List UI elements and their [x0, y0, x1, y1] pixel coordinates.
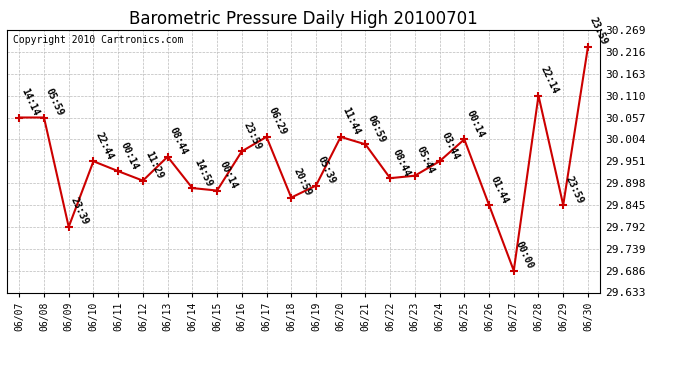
Text: 23:39: 23:39 — [69, 196, 90, 227]
Text: 03:44: 03:44 — [440, 130, 461, 161]
Text: 00:14: 00:14 — [217, 160, 239, 190]
Text: 22:14: 22:14 — [538, 65, 560, 96]
Text: 08:44: 08:44 — [390, 147, 412, 178]
Text: 20:59: 20:59 — [291, 167, 313, 198]
Text: 11:44: 11:44 — [341, 106, 362, 137]
Text: 14:14: 14:14 — [19, 87, 41, 117]
Text: 05:44: 05:44 — [415, 145, 436, 176]
Text: 08:44: 08:44 — [168, 126, 189, 157]
Text: 23:59: 23:59 — [563, 174, 584, 205]
Text: 01:44: 01:44 — [489, 174, 511, 205]
Text: 05:39: 05:39 — [316, 155, 337, 186]
Text: 22:44: 22:44 — [93, 130, 115, 161]
Text: 00:00: 00:00 — [514, 240, 535, 271]
Text: 06:29: 06:29 — [266, 106, 288, 137]
Text: 14:59: 14:59 — [193, 157, 214, 188]
Text: 11:29: 11:29 — [143, 150, 164, 181]
Text: 23:59: 23:59 — [588, 16, 609, 47]
Text: 00:14: 00:14 — [118, 140, 139, 171]
Text: 00:14: 00:14 — [464, 108, 486, 140]
Text: 05:59: 05:59 — [44, 87, 66, 117]
Text: 23:59: 23:59 — [241, 120, 264, 152]
Title: Barometric Pressure Daily High 20100701: Barometric Pressure Daily High 20100701 — [129, 10, 478, 28]
Text: 06:59: 06:59 — [366, 114, 387, 144]
Text: Copyright 2010 Cartronics.com: Copyright 2010 Cartronics.com — [13, 35, 184, 45]
